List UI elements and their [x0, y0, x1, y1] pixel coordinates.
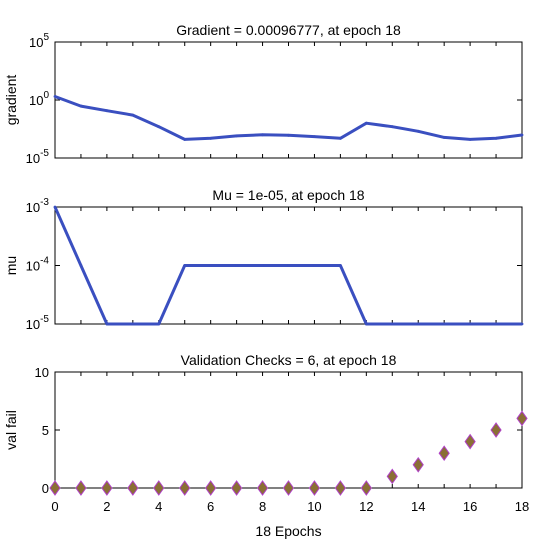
- data-marker: [282, 480, 295, 496]
- data-point: [287, 133, 290, 137]
- data-marker: [386, 468, 398, 485]
- data-point: [364, 121, 368, 125]
- data-marker: [490, 422, 502, 438]
- y-axis-label: val fail: [3, 410, 19, 450]
- y-tick-label: 10-5: [26, 148, 50, 166]
- x-axis-label: 18 Epochs: [255, 523, 321, 539]
- data-marker: [153, 480, 165, 496]
- data-point: [468, 138, 472, 141]
- data-point: [53, 95, 57, 98]
- y-tick-label: 105: [29, 32, 49, 50]
- x-tick-label: 8: [259, 499, 266, 514]
- data-point: [364, 322, 368, 326]
- data-point: [157, 125, 161, 129]
- panel-title: Validation Checks = 6, at epoch 18: [181, 352, 397, 368]
- data-point: [183, 264, 187, 267]
- data-point: [131, 113, 135, 117]
- validation-checks-panel: 0 5 10 Validation Checks = 6, at epoch 18 va…: [3, 352, 529, 539]
- mu-panel: 10-3 10-4 10-5 Mu = 1e-05, at epoch 18 mu: [3, 187, 524, 332]
- plot-area: [54, 371, 523, 489]
- data-point: [105, 322, 109, 326]
- data-point: [313, 264, 316, 267]
- data-point: [287, 264, 290, 267]
- data-point: [131, 322, 135, 326]
- x-tick-label: 4: [155, 499, 162, 514]
- x-tick-label: 18: [515, 499, 529, 514]
- data-point: [390, 125, 394, 129]
- data-point: [209, 136, 213, 140]
- y-tick-label: 10-3: [26, 197, 50, 215]
- data-point: [79, 104, 83, 108]
- data-marker: [101, 480, 113, 496]
- data-point: [520, 322, 524, 326]
- x-tick-label: 12: [359, 499, 373, 514]
- data-point: [494, 136, 498, 140]
- data-point: [520, 133, 524, 137]
- data-point: [157, 322, 161, 326]
- x-tick-label: 16: [463, 499, 477, 514]
- data-marker: [308, 480, 321, 496]
- y-tick-label: 5: [42, 423, 49, 438]
- data-point: [235, 134, 239, 138]
- data-point: [338, 136, 342, 140]
- data-point: [442, 135, 446, 139]
- data-marker: [334, 480, 347, 496]
- data-marker: [230, 480, 243, 496]
- data-marker: [75, 480, 87, 496]
- data-point: [468, 322, 472, 326]
- y-tick-label: 100: [29, 90, 49, 108]
- data-point: [313, 135, 316, 138]
- plot-area: [54, 41, 523, 159]
- data-point: [390, 322, 394, 326]
- data-marker: [179, 480, 191, 496]
- y-axis-label: mu: [3, 256, 19, 275]
- data-marker: [127, 480, 139, 496]
- y-tick-label: 0: [42, 481, 49, 496]
- data-point: [79, 264, 83, 267]
- data-marker: [438, 445, 450, 462]
- data-point: [235, 264, 239, 267]
- x-tick-label: 2: [103, 499, 110, 514]
- data-point: [442, 322, 446, 326]
- data-point: [261, 133, 264, 137]
- panel-title: Gradient = 0.00096777, at epoch 18: [176, 22, 401, 38]
- y-tick-label: 10-5: [26, 314, 50, 332]
- data-point: [105, 109, 109, 113]
- y-axis-label: gradient: [3, 75, 19, 126]
- data-point: [183, 138, 187, 141]
- panel-title: Mu = 1e-05, at epoch 18: [212, 187, 364, 203]
- data-point: [209, 264, 213, 267]
- data-marker: [516, 410, 528, 427]
- data-point: [416, 322, 420, 326]
- data-point: [494, 322, 498, 326]
- data-marker: [412, 456, 424, 473]
- gradient-panel: 105 100 10-5 Gradient = 0.00096777, at epoc…: [3, 22, 524, 166]
- data-point: [53, 205, 57, 209]
- data-marker: [360, 480, 372, 496]
- x-tick-label: 0: [51, 499, 58, 514]
- x-tick-label: 10: [307, 499, 321, 514]
- data-point: [261, 264, 264, 267]
- data-marker: [464, 433, 476, 450]
- y-tick-label: 10-4: [26, 256, 50, 274]
- data-point: [416, 129, 420, 133]
- x-tick-label: 14: [411, 499, 425, 514]
- data-point: [338, 264, 342, 267]
- data-marker: [205, 480, 217, 496]
- data-marker: [256, 480, 269, 496]
- x-tick-label: 6: [207, 499, 214, 514]
- y-tick-label: 10: [35, 365, 49, 380]
- data-marker: [49, 480, 61, 496]
